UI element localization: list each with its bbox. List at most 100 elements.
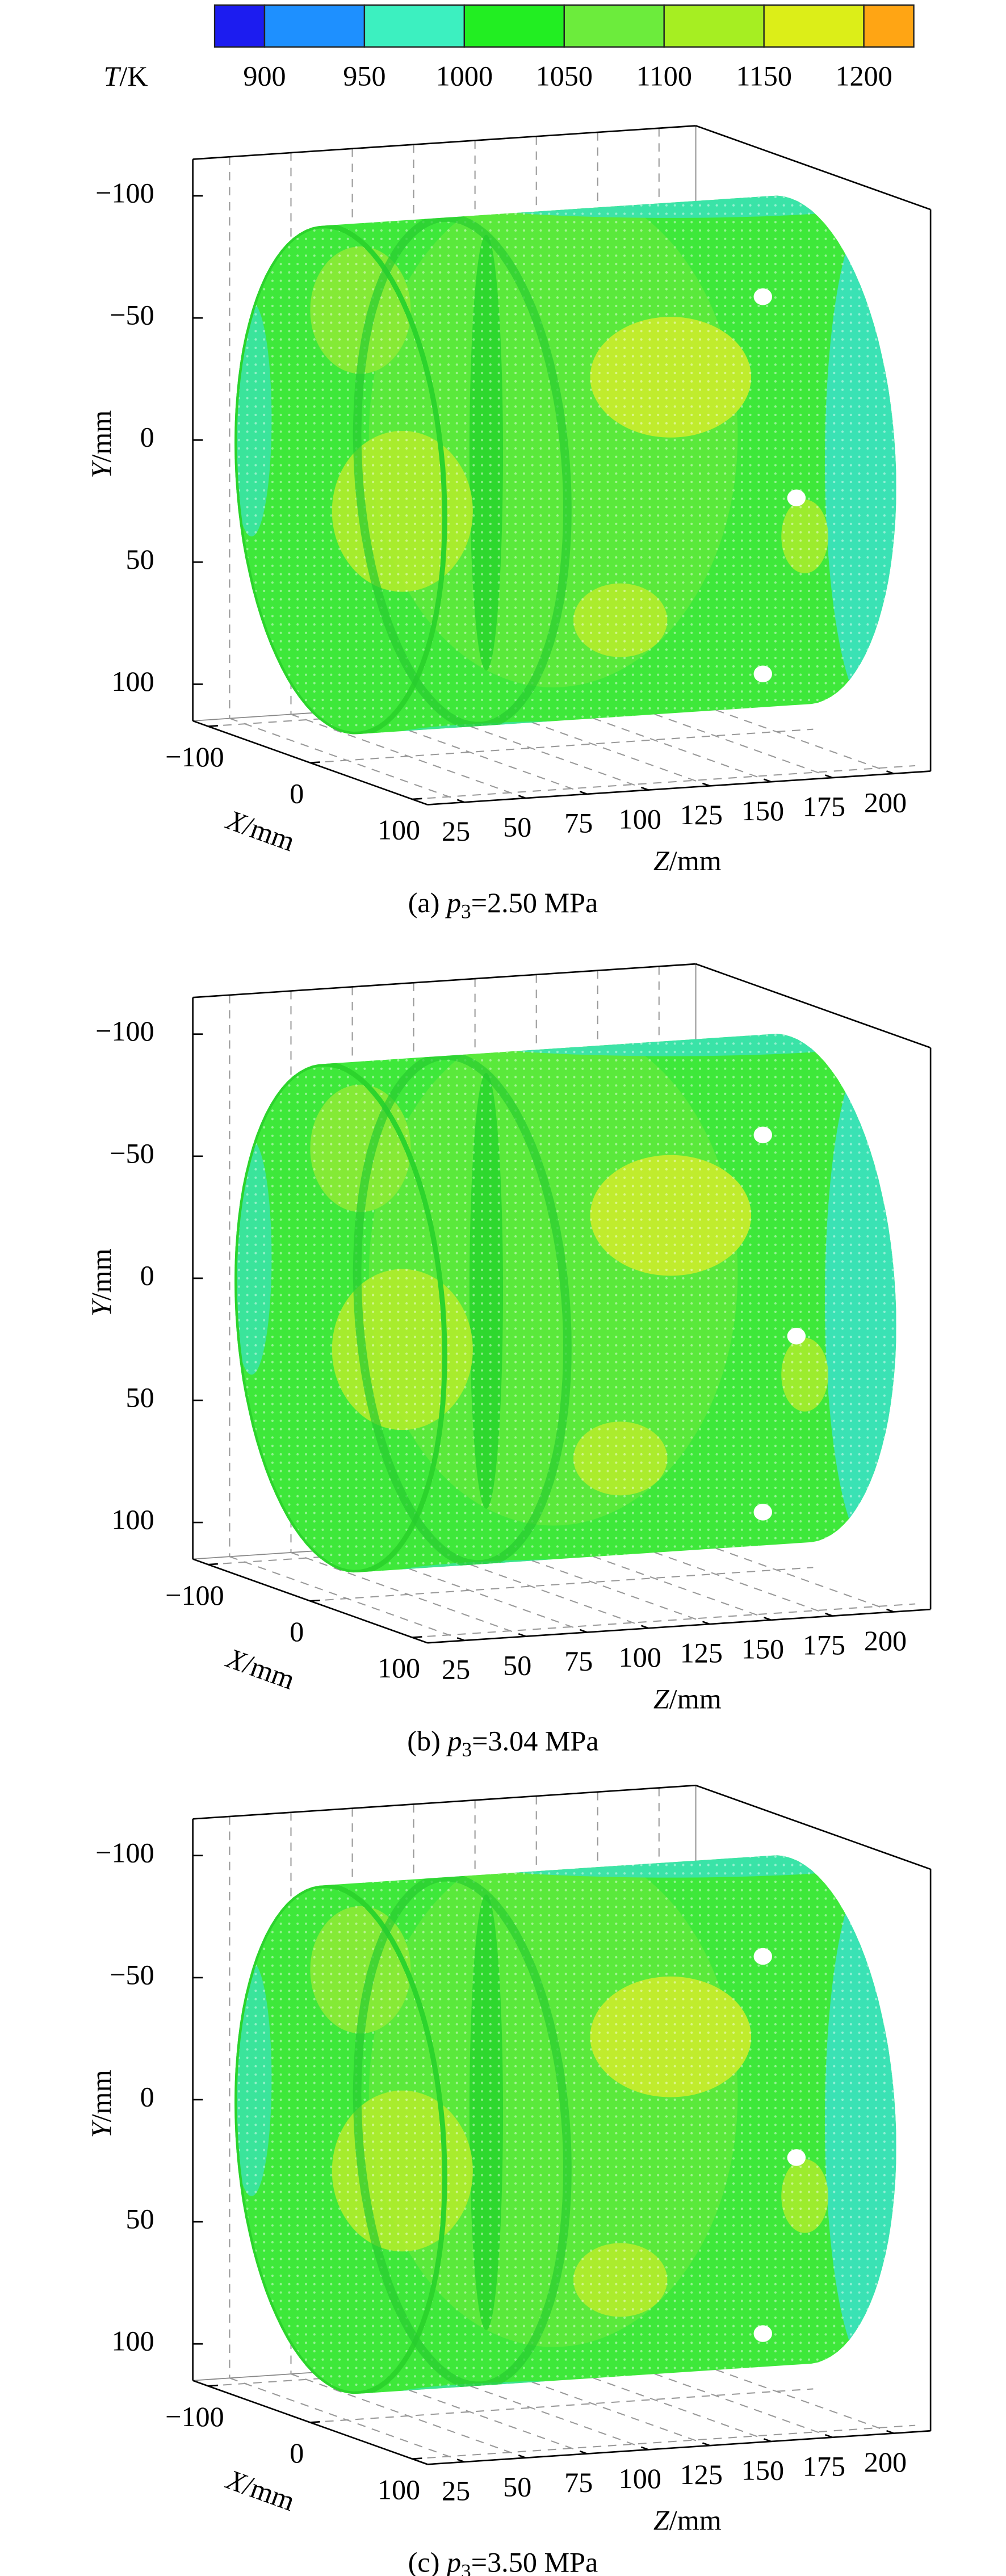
tick-mark bbox=[825, 774, 833, 779]
box-edge bbox=[695, 963, 931, 1049]
tick-mark bbox=[518, 795, 526, 799]
tick-mark bbox=[886, 770, 894, 775]
y-axis-label: Y/mm bbox=[85, 1248, 117, 1316]
panel: −100 −50 0 50 100 −100 0 100 25 50 75 100 125 150 175 2… bbox=[85, 125, 932, 923]
caption: (b) p3=3.04 MPa bbox=[407, 1725, 598, 1761]
caption: (c) p3=3.50 MPa bbox=[408, 2546, 598, 2576]
tick-mark bbox=[641, 786, 649, 791]
grid-line bbox=[536, 1535, 772, 1621]
tick-mark bbox=[208, 2384, 218, 2387]
tick-mark bbox=[579, 791, 588, 795]
y-tick-label: 100 bbox=[111, 1504, 154, 1535]
grid-line bbox=[413, 706, 649, 791]
x-tick-label: −100 bbox=[165, 2401, 224, 2432]
y-axis-label-var: Y bbox=[85, 2119, 117, 2138]
y-tick-label: −100 bbox=[95, 1015, 154, 1047]
z-tick-label: 125 bbox=[680, 799, 723, 830]
colorbar-tick-label: 1200 bbox=[835, 60, 892, 91]
y-tick-label: 50 bbox=[126, 543, 154, 575]
tick-mark bbox=[412, 2457, 422, 2460]
hole bbox=[787, 2149, 806, 2166]
caption-var: p bbox=[446, 1725, 462, 1756]
colorbar-block bbox=[213, 4, 266, 48]
colorbar-tick-label: 1150 bbox=[736, 60, 792, 91]
y-tick-label: −50 bbox=[110, 1137, 154, 1169]
z-tick-label: 200 bbox=[864, 2446, 907, 2478]
tick-mark bbox=[825, 2434, 833, 2439]
z-tick-label: 50 bbox=[503, 1649, 531, 1681]
x-tick-label: −100 bbox=[165, 1579, 224, 1611]
grid-line bbox=[475, 701, 710, 787]
y-axis-label-var: Y bbox=[85, 460, 117, 479]
y-tick-label: 0 bbox=[140, 421, 154, 453]
y-tick-label: −100 bbox=[95, 1836, 154, 1868]
tick-mark bbox=[764, 1617, 772, 1621]
x-axis-label: X/mm bbox=[222, 2462, 299, 2516]
x-tick-label: 100 bbox=[378, 1652, 420, 1684]
colorbar-block bbox=[363, 4, 466, 48]
z-tick-label: 125 bbox=[680, 1637, 723, 1669]
box-edge bbox=[192, 125, 696, 160]
colorbar-tick-label: 900 bbox=[243, 60, 286, 91]
z-axis-label: Z/mm bbox=[653, 2504, 722, 2536]
front-rim bbox=[234, 223, 447, 735]
tick-mark bbox=[702, 2442, 710, 2447]
y-tick-label: 0 bbox=[140, 1259, 154, 1291]
tick-mark bbox=[641, 1625, 649, 1629]
grid-line bbox=[536, 697, 772, 783]
caption-text: =3.04 MPa bbox=[472, 1725, 599, 1756]
grid-line bbox=[659, 2348, 894, 2434]
colorbar-tick-label: 1050 bbox=[536, 60, 593, 91]
y-tick-label: −50 bbox=[110, 1958, 154, 1990]
z-axis-label-var: Z bbox=[653, 844, 670, 876]
colorbar-block bbox=[663, 4, 765, 48]
grid-line bbox=[597, 2353, 833, 2438]
y-axis-label-unit: /mm bbox=[85, 410, 117, 463]
z-tick-label: 200 bbox=[864, 786, 907, 818]
z-tick-label: 100 bbox=[619, 1641, 661, 1673]
tick-mark bbox=[518, 2455, 526, 2459]
caption-label: (a) bbox=[408, 886, 447, 918]
front-rim bbox=[234, 1883, 447, 2394]
x-tick-label: 0 bbox=[290, 1616, 304, 1647]
caption: (a) p3=2.50 MPa bbox=[408, 886, 598, 922]
tick-mark bbox=[886, 2430, 894, 2434]
z-tick-label: 75 bbox=[564, 1645, 593, 1677]
groove-ring bbox=[353, 1873, 572, 2390]
y-tick-label: 0 bbox=[140, 2080, 154, 2112]
tick-mark bbox=[456, 799, 465, 803]
z-tick-label: 50 bbox=[503, 811, 531, 843]
z-tick-label: 75 bbox=[564, 807, 593, 838]
caption-var: p bbox=[445, 2546, 461, 2576]
grid-line bbox=[310, 2388, 814, 2423]
tick-mark bbox=[702, 782, 710, 787]
box-edge bbox=[192, 1784, 696, 1820]
z-axis-label-unit: /mm bbox=[669, 1683, 722, 1714]
x-tick-label: −100 bbox=[165, 741, 224, 773]
z-tick-label: 100 bbox=[619, 2462, 661, 2494]
tick-mark bbox=[518, 1633, 526, 1637]
grid-line bbox=[413, 2365, 649, 2451]
hole bbox=[753, 665, 773, 682]
groove-ring bbox=[353, 1051, 572, 1569]
x-axis-label-unit: /mm bbox=[239, 809, 299, 857]
tick-mark bbox=[456, 1637, 465, 1642]
grid-line bbox=[536, 2357, 772, 2442]
y-axis-label: Y/mm bbox=[85, 2070, 117, 2138]
z-tick-label: 25 bbox=[442, 1654, 470, 1685]
grid-line bbox=[310, 1567, 814, 1602]
hole bbox=[753, 1126, 773, 1144]
tick-mark bbox=[579, 2450, 588, 2455]
colorbar-tick-label: 1100 bbox=[636, 60, 692, 91]
hole bbox=[753, 1504, 773, 1521]
groove-ring bbox=[353, 213, 572, 731]
grid-line bbox=[659, 1527, 894, 1613]
z-axis-label-var: Z bbox=[653, 1683, 670, 1714]
y-tick-label: 100 bbox=[111, 2325, 154, 2357]
colorbar-block bbox=[463, 4, 565, 48]
box-edge bbox=[192, 2380, 428, 2465]
tick-mark bbox=[702, 1621, 710, 1625]
box-edge bbox=[192, 1558, 428, 1644]
